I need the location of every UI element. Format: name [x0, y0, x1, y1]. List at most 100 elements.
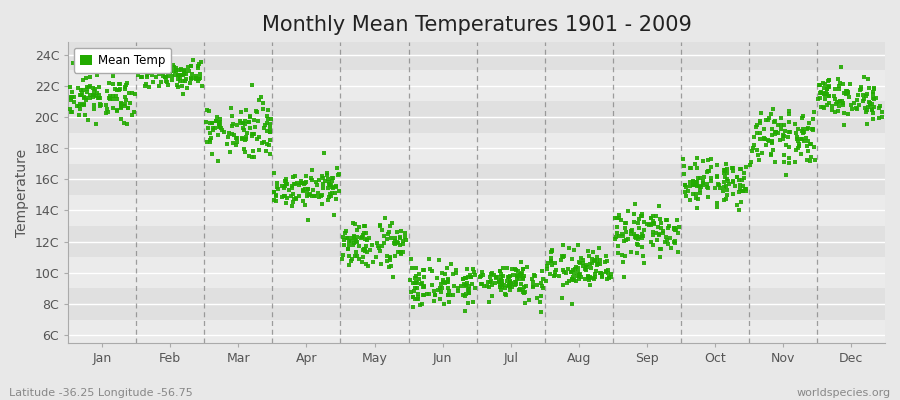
Point [305, 193, 320, 199]
Point [482, 274, 497, 280]
Point [725, 179, 740, 185]
Point [836, 102, 850, 108]
Point [83, 92, 97, 98]
Point [454, 282, 468, 289]
Point [436, 301, 451, 307]
Point [660, 216, 674, 223]
Point [212, 124, 226, 130]
Point [237, 145, 251, 152]
Point [683, 196, 698, 203]
Point [759, 141, 773, 148]
Point [679, 193, 693, 200]
Point [636, 219, 651, 226]
Point [583, 274, 598, 280]
Point [795, 115, 809, 121]
Point [315, 200, 329, 207]
Point [104, 92, 118, 99]
Point [758, 136, 772, 142]
Point [624, 231, 638, 238]
Point [380, 253, 394, 259]
Point [331, 171, 346, 178]
Point [337, 252, 351, 259]
Point [667, 224, 681, 231]
Point [644, 221, 658, 227]
Point [180, 64, 194, 70]
Point [76, 77, 90, 83]
Point [710, 173, 724, 179]
Point [83, 83, 97, 90]
Point [169, 67, 184, 74]
Point [472, 273, 487, 280]
Point [279, 176, 293, 182]
Point [458, 283, 473, 290]
Point [213, 122, 228, 129]
Point [302, 192, 317, 198]
Point [457, 280, 472, 287]
Point [832, 103, 846, 110]
Point [522, 297, 536, 303]
Point [294, 180, 309, 186]
Point [192, 76, 206, 82]
Point [828, 96, 842, 103]
Point [732, 177, 746, 183]
Point [462, 290, 476, 296]
Point [288, 173, 302, 180]
Point [388, 252, 402, 259]
Point [734, 186, 748, 192]
Point [331, 172, 346, 178]
Bar [68, 42, 885, 70]
Bar [68, 288, 885, 320]
Point [572, 276, 587, 282]
Point [79, 89, 94, 95]
Point [710, 162, 724, 168]
Point [567, 270, 581, 277]
Point [92, 83, 106, 90]
Point [106, 93, 121, 99]
Point [146, 78, 160, 85]
Point [351, 242, 365, 249]
Point [405, 293, 419, 300]
Point [239, 106, 254, 113]
Point [156, 73, 170, 79]
Point [87, 106, 102, 112]
Point [410, 296, 424, 302]
Point [686, 181, 700, 188]
Point [791, 141, 806, 148]
Point [160, 73, 175, 79]
Point [684, 165, 698, 171]
Point [118, 101, 132, 107]
Point [386, 274, 400, 280]
Point [875, 114, 889, 120]
Point [578, 276, 592, 282]
Point [516, 276, 530, 282]
Point [77, 112, 92, 118]
Point [536, 276, 550, 282]
Point [637, 260, 652, 266]
Point [601, 270, 616, 276]
Point [195, 83, 210, 90]
Point [511, 268, 526, 274]
Point [365, 258, 380, 265]
Point [806, 116, 820, 122]
Point [248, 124, 263, 130]
Point [850, 97, 864, 104]
Point [264, 116, 278, 122]
Point [414, 281, 428, 288]
Point [347, 221, 362, 227]
Point [448, 270, 463, 276]
Point [462, 290, 476, 296]
Point [369, 254, 383, 260]
Point [535, 293, 549, 299]
Point [661, 225, 675, 232]
Point [242, 152, 256, 159]
Point [718, 168, 733, 174]
Point [180, 84, 194, 91]
Point [66, 60, 80, 66]
Point [450, 288, 464, 294]
Point [692, 182, 706, 189]
Point [794, 136, 808, 143]
Point [584, 256, 598, 262]
Point [782, 160, 796, 166]
Point [670, 217, 685, 223]
Point [282, 187, 296, 194]
